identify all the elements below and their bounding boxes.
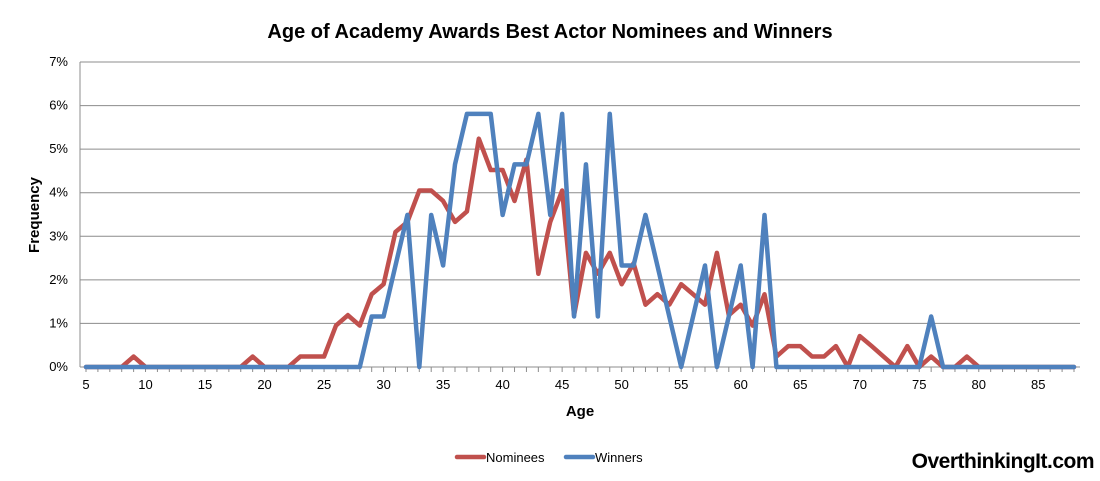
x-tick-label: 35 [436,377,450,392]
y-tick-label: 6% [49,98,68,113]
series-line-nominees [83,136,1077,370]
x-tick-label: 65 [793,377,807,392]
x-tick-label: 30 [376,377,390,392]
y-tick-label: 0% [49,359,68,374]
x-tick-label: 10 [138,377,152,392]
x-tick-label: 40 [495,377,509,392]
y-tick-label: 5% [49,141,68,156]
x-tick-label: 70 [853,377,867,392]
x-tick-label: 75 [912,377,926,392]
watermark-logo: OverthinkingIt.com [912,450,1094,473]
x-axis-title: Age [566,403,594,420]
y-tick-label: 7% [49,54,68,69]
x-tick-label: 15 [198,377,212,392]
x-tick-label: 20 [257,377,271,392]
y-tick-label: 1% [49,315,68,330]
y-tick-label: 2% [49,272,68,287]
x-tick-label: 45 [555,377,569,392]
y-tick-label: 4% [49,185,68,200]
series-line-winners [83,111,1077,370]
x-tick-label: 25 [317,377,331,392]
legend-label-winners: Winners [595,450,643,465]
x-tick-label: 80 [972,377,986,392]
chart-title: Age of Academy Awards Best Actor Nominee… [267,21,832,43]
x-tick-label: 60 [733,377,747,392]
series-layer [83,111,1077,370]
x-tick-label: 55 [674,377,688,392]
x-tick-label: 5 [82,377,89,392]
legend-label-nominees: Nominees [486,450,545,465]
y-tick-label: 3% [49,228,68,243]
legend: Nominees Winners [454,450,643,465]
y-axis-ticks: 0% 1% 2% 3% 4% 5% 6% 7% [49,54,68,374]
x-tick-label: 50 [614,377,628,392]
y-axis-title: Frequency [26,176,43,253]
x-tick-label: 85 [1031,377,1045,392]
